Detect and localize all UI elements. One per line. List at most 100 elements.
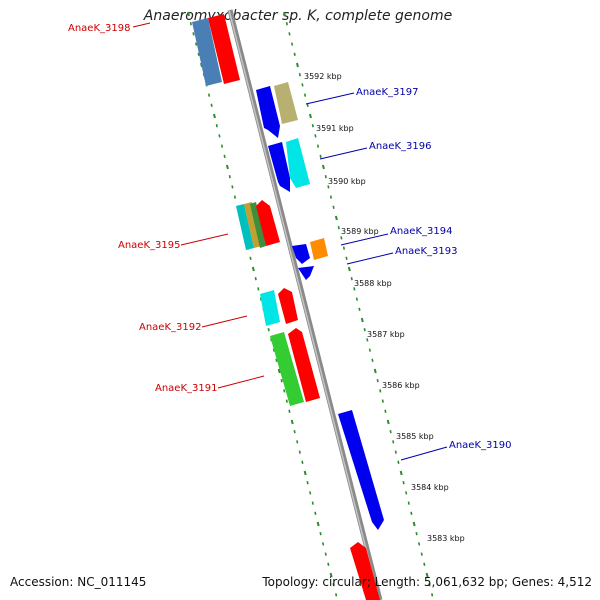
summary-text: Topology: circular; Length: 5,061,632 bp… (262, 575, 592, 589)
tick-mark (254, 277, 257, 281)
gene-arrow-3191b[interactable] (288, 328, 320, 402)
gene-arrow-3192a[interactable] (260, 290, 280, 326)
tick-mark (301, 83, 304, 87)
tick-mark (368, 348, 371, 352)
tick-mark (334, 215, 338, 221)
tick-mark (319, 154, 322, 158)
tick-mark (319, 532, 322, 536)
tick-mark (405, 491, 408, 495)
gene-arrow-3196b[interactable] (286, 138, 310, 188)
tick-mark (314, 134, 317, 138)
gene-arrow-3193b[interactable] (298, 266, 314, 280)
tick-mark (337, 226, 340, 230)
tick-mark (431, 593, 434, 597)
gene-arrow-3194[interactable] (310, 238, 328, 260)
gene-label-3194[interactable]: AnaeK_3194 (390, 226, 452, 237)
tick-mark (340, 236, 343, 240)
gene-arrow-3196a[interactable] (268, 142, 290, 192)
scale-label: 3592 kbp (304, 72, 342, 81)
tick-mark (321, 164, 325, 170)
tick-mark (384, 409, 387, 413)
gene-arrow-3195d[interactable] (256, 200, 280, 246)
tick-mark (332, 205, 335, 209)
gene-label-3197[interactable]: AnaeK_3197 (356, 87, 418, 98)
gene-arrow-3195c[interactable] (250, 202, 266, 248)
tick-mark (316, 521, 320, 527)
tick-mark (381, 399, 384, 403)
tick-mark (223, 154, 226, 158)
tick-mark (285, 399, 288, 403)
tick-mark (410, 511, 413, 515)
tick-mark (311, 124, 314, 128)
gene-arrow-3198a[interactable] (192, 18, 222, 86)
gene-arrow-3197b[interactable] (274, 82, 298, 124)
gene-label-3196[interactable]: AnaeK_3196 (369, 141, 431, 152)
tick-mark (353, 287, 356, 291)
accession-text: Accession: NC_011145 (10, 575, 147, 589)
tick-mark (347, 266, 351, 272)
tick-mark (233, 195, 237, 199)
tick-mark (329, 572, 333, 578)
gene-label-3190[interactable]: AnaeK_3190 (449, 440, 511, 451)
tick-mark (283, 389, 286, 393)
gene-arrow-3198b[interactable] (208, 14, 240, 84)
gene-label-3192[interactable]: AnaeK_3192 (139, 322, 201, 333)
tick-mark (303, 470, 307, 476)
tick-mark (298, 450, 301, 454)
tick-mark (293, 52, 296, 56)
gene-arrow-3191a[interactable] (270, 332, 304, 406)
tick-mark (311, 501, 314, 505)
tick-mark (277, 368, 281, 374)
gene-label-3198[interactable]: AnaeK_3198 (68, 23, 130, 34)
tick-mark (231, 185, 234, 189)
tick-mark (397, 460, 400, 464)
gene-arrows (192, 14, 384, 600)
scale-labels: 3592 kbp 3591 kbp 3590 kbp 3589 kbp 3588… (304, 72, 465, 543)
tick-mark (366, 338, 369, 342)
gene-label-3193[interactable]: AnaeK_3193 (395, 246, 457, 257)
scale-label: 3584 kbp (411, 483, 449, 492)
tick-mark (306, 481, 309, 485)
tick-mark (207, 93, 211, 97)
tick-mark (249, 256, 252, 260)
gene-arrow-3190[interactable] (338, 410, 384, 530)
tick-mark (293, 430, 296, 434)
tick-mark (386, 419, 390, 425)
tick-mark (283, 11, 286, 17)
tick-mark (332, 583, 335, 587)
tick-mark (423, 562, 426, 566)
label-leader-lines (132, 22, 448, 461)
scale-label: 3587 kbp (367, 330, 405, 339)
tick-mark (371, 358, 374, 362)
gene-label-3191[interactable]: AnaeK_3191 (155, 383, 217, 394)
gene-label-3195[interactable]: AnaeK_3195 (118, 240, 180, 251)
tick-mark (379, 389, 382, 393)
tick-mark (295, 62, 299, 68)
gene-arrow-bottom[interactable] (350, 542, 380, 600)
tick-mark (298, 73, 301, 77)
gene-arrow-3195a[interactable] (236, 204, 254, 250)
scale-label: 3588 kbp (354, 279, 392, 288)
tick-mark (402, 481, 405, 485)
tick-mark (225, 164, 229, 170)
gene-arrow-3193a[interactable] (292, 244, 310, 264)
gene-arrow-3192b[interactable] (278, 288, 298, 324)
tick-mark (324, 175, 327, 179)
tick-mark (345, 256, 348, 260)
tick-mark (389, 430, 392, 434)
tick-mark (425, 572, 429, 578)
tick-mark (259, 297, 262, 301)
tick-mark (418, 542, 421, 546)
scale-label: 3590 kbp (328, 177, 366, 186)
tick-mark (399, 470, 403, 476)
gene-arrow-3197a[interactable] (256, 86, 280, 138)
tick-mark (218, 134, 221, 138)
tick-marks (187, 11, 434, 597)
tick-mark (355, 297, 358, 301)
genome-backbone (227, 9, 383, 600)
tick-mark (327, 185, 330, 189)
tick-mark (407, 501, 410, 505)
tick-mark (415, 532, 418, 536)
scale-label: 3589 kbp (341, 227, 379, 236)
